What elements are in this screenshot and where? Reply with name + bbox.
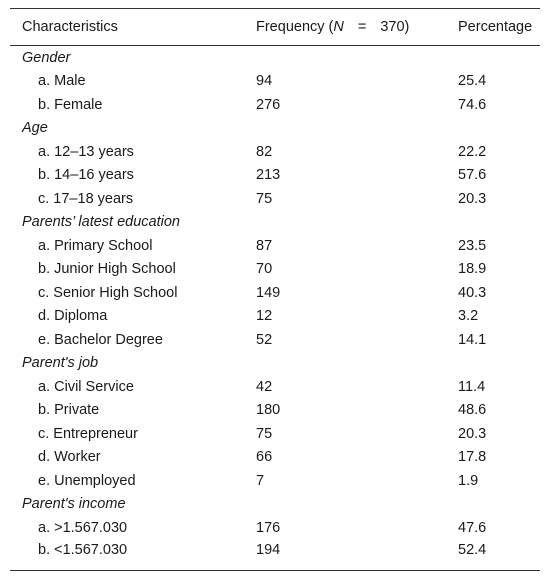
frequency: 75 — [256, 425, 273, 442]
percentage: 23.5 — [458, 237, 487, 254]
frequency: 82 — [256, 143, 273, 160]
group-row: Age — [10, 117, 540, 141]
group-label: Parent's income — [22, 496, 126, 513]
group-label: Age — [22, 120, 48, 137]
data-table: Characteristics Frequency (N = 370) Percen… — [10, 8, 540, 571]
frequency: 70 — [256, 261, 273, 278]
data-row: a. 12–13 years 82 22.2 — [10, 140, 540, 164]
data-row: a. Male 94 25.4 — [10, 70, 540, 94]
characteristic: d. Worker — [38, 449, 101, 466]
header-row: Characteristics Frequency (N = 370) Percen… — [10, 8, 540, 46]
frequency: 12 — [256, 308, 273, 325]
header-text: = — [357, 19, 367, 35]
data-row: d. Worker 66 17.8 — [10, 446, 540, 470]
group-row: Parent's income — [10, 493, 540, 517]
percentage: 40.3 — [458, 284, 487, 301]
characteristic: b. 14–16 years — [38, 167, 134, 184]
frequency: 7 — [256, 472, 265, 489]
data-row: a. Civil Service 42 11.4 — [10, 375, 540, 399]
percentage: 48.6 — [458, 402, 487, 419]
characteristic: a. 12–13 years — [38, 143, 134, 160]
characteristic: a. Male — [38, 73, 86, 90]
percentage: 57.6 — [458, 167, 487, 184]
frequency: 276 — [256, 96, 281, 113]
percentage: 18.9 — [458, 261, 487, 278]
data-row: b. Female 276 74.6 — [10, 93, 540, 117]
group-row: Gender — [10, 46, 540, 70]
data-row: a. >1.567.030 176 47.6 — [10, 516, 540, 540]
frequency: 213 — [256, 167, 281, 184]
percentage: 1.9 — [458, 472, 479, 489]
group-label: Parents’ latest education — [22, 214, 180, 231]
header-cell: Characteristics — [22, 19, 118, 35]
percentage: 20.3 — [458, 190, 487, 207]
data-row: e. Unemployed 7 1.9 — [10, 469, 540, 493]
data-row: b. Private 180 48.6 — [10, 399, 540, 423]
header-text: 370) — [380, 19, 410, 35]
data-row: b. <1.567.030 194 52.4 — [10, 540, 540, 571]
percentage: 17.8 — [458, 449, 487, 466]
frequency: 176 — [256, 519, 281, 536]
frequency: 87 — [256, 237, 273, 254]
data-row: c. Entrepreneur 75 20.3 — [10, 422, 540, 446]
header-text: Frequency ( — [256, 19, 334, 35]
characteristic: a. Primary School — [38, 237, 153, 254]
characteristic: b. <1.567.030 — [38, 541, 128, 558]
characteristic: c. 17–18 years — [38, 190, 134, 207]
percentage: 25.4 — [458, 73, 487, 90]
table-body: Gender a. Male 94 25.4 b. Female 276 74.6 Age a.… — [10, 46, 540, 571]
percentage: 11.4 — [458, 378, 486, 395]
frequency: 180 — [256, 402, 281, 419]
characteristic: a. Civil Service — [38, 378, 134, 395]
table-header: Characteristics Frequency (N = 370) Percen… — [10, 8, 540, 46]
percentage: 52.4 — [458, 541, 487, 558]
percentage: 14.1 — [458, 331, 487, 348]
frequency: 42 — [256, 378, 273, 395]
percentage: 74.6 — [458, 96, 487, 113]
header-cell: Frequency (N = 370) — [256, 9, 458, 46]
frequency: 52 — [256, 331, 273, 348]
frequency: 194 — [256, 541, 281, 558]
data-row: b. 14–16 years 213 57.6 — [10, 164, 540, 188]
characteristic: a. >1.567.030 — [38, 519, 128, 536]
data-row: a. Primary School 87 23.5 — [10, 234, 540, 258]
data-row: d. Diploma 12 3.2 — [10, 305, 540, 329]
percentage: 22.2 — [458, 143, 487, 160]
characteristic: b. Junior High School — [38, 261, 176, 278]
percentage: 47.6 — [458, 519, 487, 536]
characteristic: b. Private — [38, 402, 100, 419]
percentage: 3.2 — [458, 308, 479, 325]
frequency: 149 — [256, 284, 281, 301]
data-row: c. Senior High School 149 40.3 — [10, 281, 540, 305]
header-cell: Percentage — [458, 19, 533, 35]
frequency: 66 — [256, 449, 273, 466]
characteristic: e. Bachelor Degree — [38, 331, 163, 348]
characteristic: d. Diploma — [38, 308, 108, 325]
percentage: 20.3 — [458, 425, 487, 442]
characteristic: e. Unemployed — [38, 472, 136, 489]
data-row: e. Bachelor Degree 52 14.1 — [10, 328, 540, 352]
header-text: N — [333, 19, 344, 35]
group-row: Parent's job — [10, 352, 540, 376]
group-label: Gender — [22, 49, 71, 66]
frequency: 94 — [256, 73, 273, 90]
characteristic: c. Senior High School — [38, 284, 178, 301]
data-row: b. Junior High School 70 18.9 — [10, 258, 540, 282]
group-label: Parent's job — [22, 355, 99, 372]
group-row: Parents’ latest education — [10, 211, 540, 235]
data-row: c. 17–18 years 75 20.3 — [10, 187, 540, 211]
characteristic: b. Female — [38, 96, 103, 113]
characteristic: c. Entrepreneur — [38, 425, 138, 442]
frequency: 75 — [256, 190, 273, 207]
